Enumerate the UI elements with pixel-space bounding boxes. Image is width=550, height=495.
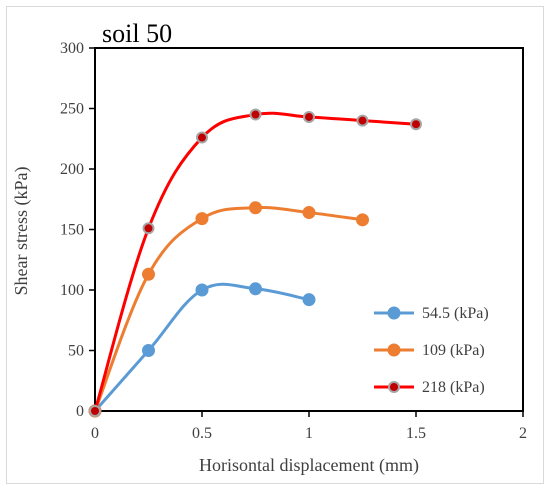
series-2 bbox=[89, 108, 422, 417]
y-tick-label: 50 bbox=[68, 343, 84, 360]
legend-marker bbox=[387, 343, 401, 357]
data-point bbox=[89, 405, 101, 417]
legend-label: 109 (kPa) bbox=[422, 342, 485, 359]
y-tick-label: 200 bbox=[60, 161, 84, 178]
data-point bbox=[302, 206, 316, 220]
x-tick-label: 1 bbox=[305, 425, 313, 442]
x-tick-label: 0.5 bbox=[192, 425, 212, 442]
data-point bbox=[195, 212, 209, 226]
x-tick-label: 0 bbox=[91, 425, 99, 442]
y-tick-label: 100 bbox=[60, 282, 84, 299]
y-axis-title: Shear stress (kPa) bbox=[11, 167, 32, 296]
legend-marker bbox=[388, 381, 400, 393]
data-point bbox=[356, 213, 369, 227]
y-tick-label: 150 bbox=[60, 222, 84, 239]
text-layer: soil 50 Horisontal displacement (mm) She… bbox=[11, 19, 419, 476]
legend-entry-0: 54.5 (kPa) bbox=[374, 305, 489, 322]
data-point bbox=[303, 110, 315, 123]
data-point bbox=[249, 108, 262, 121]
axes-layer: 0 0.5 1 1.5 2 0 50 100 150 200 250 300 bbox=[60, 40, 527, 442]
y-tick-label: 300 bbox=[60, 40, 84, 57]
data-point bbox=[410, 118, 422, 131]
legend-entry-2: 218 (kPa) bbox=[374, 379, 485, 396]
x-tick-label: 1.5 bbox=[406, 425, 426, 442]
data-point bbox=[142, 267, 155, 281]
legend-entry-1: 109 (kPa) bbox=[374, 342, 485, 359]
y-tick-label: 250 bbox=[60, 101, 84, 118]
data-point bbox=[196, 131, 208, 144]
data-point bbox=[195, 283, 209, 297]
series-layer bbox=[88, 108, 422, 418]
legend-marker bbox=[387, 306, 401, 320]
data-point bbox=[249, 201, 262, 215]
legend-label: 54.5 (kPa) bbox=[422, 305, 489, 322]
data-point bbox=[356, 114, 369, 127]
x-axis-title: Horisontal displacement (mm) bbox=[199, 455, 419, 476]
data-point bbox=[142, 344, 155, 357]
legend: 54.5 (kPa) 109 (kPa) 218 (kPa) bbox=[374, 305, 489, 396]
y-tick-label: 0 bbox=[76, 403, 84, 420]
x-tick-label: 2 bbox=[519, 425, 527, 442]
data-point bbox=[142, 222, 155, 235]
data-point bbox=[249, 282, 262, 296]
data-point bbox=[302, 293, 316, 307]
legend-label: 218 (kPa) bbox=[422, 379, 485, 396]
chart-title: soil 50 bbox=[102, 19, 172, 48]
